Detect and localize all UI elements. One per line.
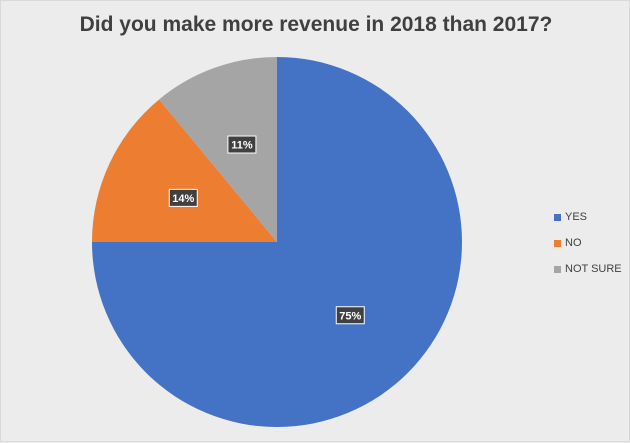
legend: YES NO NOT SURE (554, 209, 622, 287)
legend-label-yes: YES (565, 211, 588, 223)
legend-swatch-no (554, 239, 561, 247)
data-label-not-sure: 11% (227, 135, 257, 154)
legend-swatch-yes (554, 213, 561, 221)
legend-swatch-not-sure (554, 265, 561, 273)
data-label-box-yes (335, 306, 365, 325)
data-label-text-not-sure: 11% (231, 140, 253, 152)
legend-item-not-sure: NOT SURE (554, 261, 622, 277)
pie-slice-not-sure (159, 57, 277, 242)
legend-item-no: NO (554, 235, 622, 251)
data-label-box-not-sure (227, 135, 257, 154)
data-label-no: 14% (168, 188, 198, 207)
data-label-box-no (168, 188, 198, 207)
chart-title: Did you make more revenue in 2018 than 2… (79, 13, 553, 36)
legend-label-not-sure: NOT SURE (565, 263, 622, 275)
legend-item-yes: YES (554, 209, 622, 225)
data-label-yes: 75% (335, 306, 365, 325)
legend-label-no: NO (565, 237, 582, 249)
data-label-text-no: 14% (172, 193, 194, 205)
pie-slice-no (92, 99, 277, 242)
data-label-text-yes: 75% (339, 310, 361, 322)
